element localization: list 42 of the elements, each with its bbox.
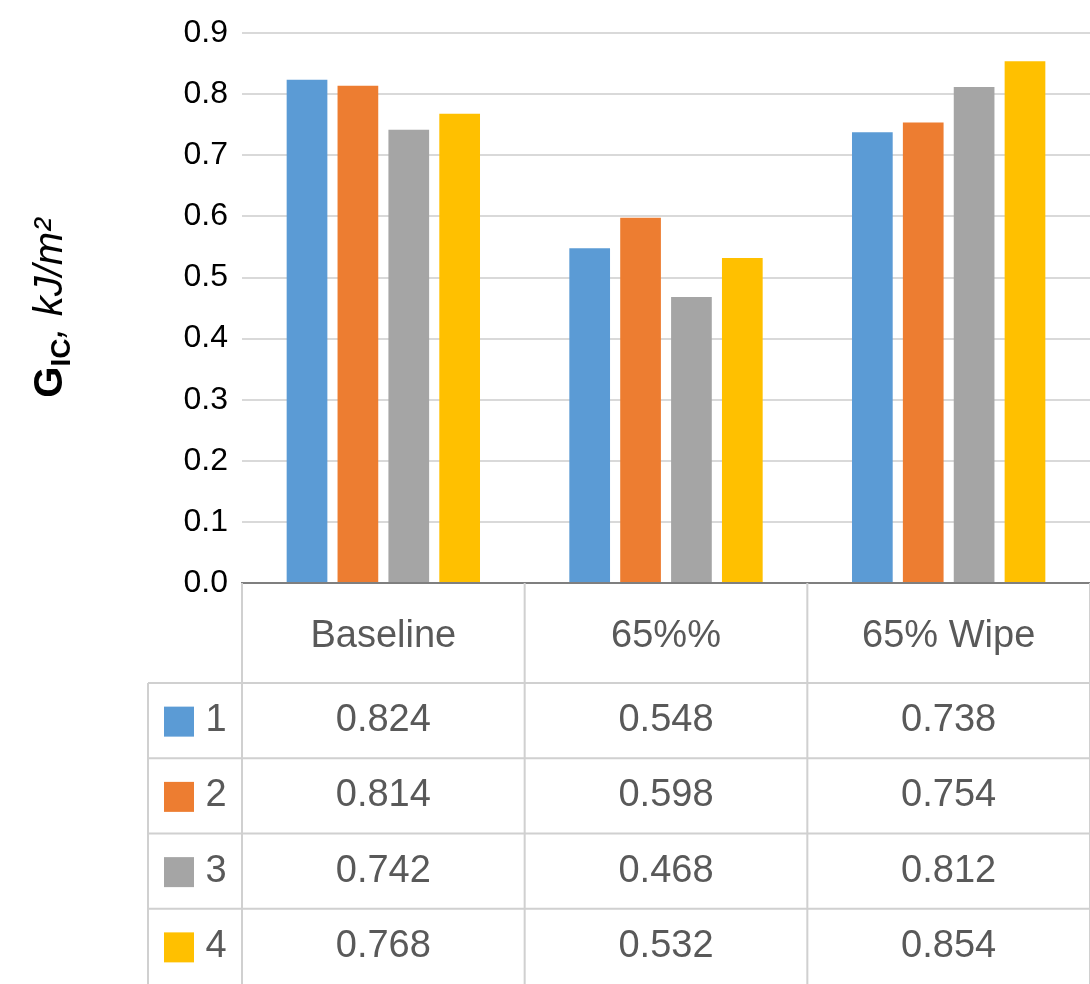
data-label: 0.768 [335, 922, 431, 965]
legend-label: 1 [205, 697, 227, 740]
bar [439, 113, 481, 582]
data-label: 0.754 [901, 772, 997, 815]
bar [671, 297, 712, 582]
bar [620, 217, 661, 582]
data-label: 0.854 [901, 922, 997, 965]
x-tick-label: 65%% [611, 613, 721, 656]
data-label: 0.548 [618, 697, 714, 740]
data-label: 0.812 [901, 847, 997, 890]
bar [1004, 61, 1046, 582]
data-label: 0.532 [618, 922, 714, 965]
legend-label: 3 [205, 847, 227, 890]
bar [902, 122, 944, 582]
y-tick-label: 0.4 [183, 318, 228, 355]
bar [337, 85, 379, 582]
y-tick-label: 0.7 [183, 135, 228, 172]
y-tick-label: 0.8 [183, 74, 228, 111]
y-tick-label: 0.5 [183, 257, 228, 294]
bar [388, 129, 430, 582]
bar [721, 258, 763, 582]
x-tick-label: 65% Wipe [862, 613, 1036, 656]
y-tick-label: 0.3 [183, 379, 228, 416]
y-tick-label: 0.6 [183, 196, 228, 233]
x-tick-label: Baseline [310, 613, 457, 656]
legend-label: 2 [205, 772, 227, 815]
data-label: 0.824 [335, 697, 431, 740]
y-tick-label: 0.0 [183, 562, 228, 599]
y-tick-label: 0.9 [183, 13, 228, 50]
data-label: 0.598 [618, 772, 714, 815]
data-label: 0.742 [335, 847, 431, 890]
legend-label: 4 [205, 922, 227, 965]
y-tick-label: 0.1 [183, 501, 228, 538]
bar [569, 248, 611, 582]
bar [852, 132, 893, 582]
bar [953, 86, 995, 582]
y-tick-label: 0.2 [183, 440, 228, 477]
data-label: 0.814 [335, 772, 431, 815]
y-axis-title: GIC, kJ/m² [26, 216, 76, 398]
data-label: 0.468 [618, 847, 714, 890]
data-label: 0.738 [901, 697, 997, 740]
bar [286, 79, 328, 582]
